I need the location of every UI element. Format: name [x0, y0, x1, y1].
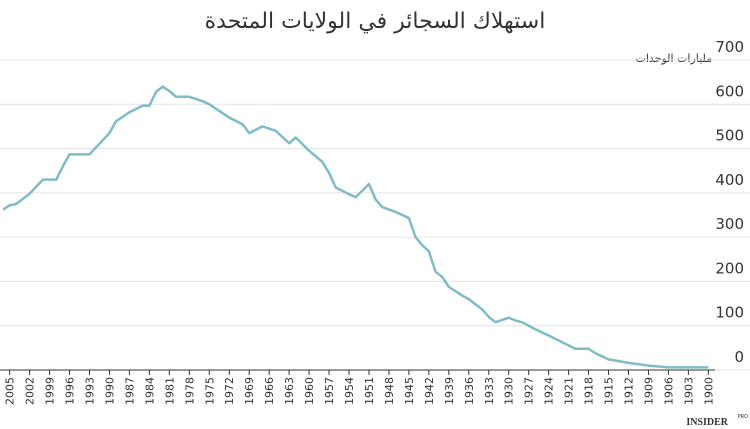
x-tick-label: 1945 — [403, 377, 416, 405]
y-tick-label: 700 — [715, 38, 744, 56]
x-tick-label: 1963 — [283, 377, 296, 405]
x-tick-label: 1978 — [183, 377, 196, 405]
x-tick-label: 1975 — [203, 377, 216, 405]
y-tick-label: 200 — [715, 259, 744, 277]
x-tick-label: 1942 — [423, 377, 436, 405]
y-tick-label: 500 — [715, 127, 744, 145]
x-tick-label: 1903 — [682, 377, 695, 405]
x-tick-label: 1957 — [323, 377, 336, 405]
x-tick-label: 1969 — [243, 377, 256, 405]
x-tick-label: 1939 — [443, 377, 456, 405]
x-tick-label: 1924 — [543, 377, 556, 405]
y-tick-label: 0 — [734, 348, 744, 366]
x-tick-label: 1948 — [383, 377, 396, 405]
brand-sub: PRO — [738, 414, 748, 420]
x-tick-label: 1996 — [64, 377, 77, 405]
x-tick-label: 1915 — [603, 377, 616, 405]
x-tick-label: 1927 — [523, 377, 536, 405]
x-tick-label: 1951 — [363, 377, 376, 405]
x-tick-label: 1993 — [84, 377, 97, 405]
x-tick-label: 1918 — [583, 377, 596, 405]
x-tick-label: 1906 — [662, 377, 675, 405]
x-tick-label: 1999 — [44, 377, 57, 405]
x-tick-label: 2002 — [24, 377, 37, 405]
y-axis-label: مليارات الوحدات — [635, 52, 712, 65]
y-tick-label: 600 — [715, 82, 744, 100]
x-tick-label: 1933 — [483, 377, 496, 405]
x-tick-label: 1972 — [223, 377, 236, 405]
x-tick-label: 1954 — [343, 377, 356, 405]
y-tick-label: 300 — [715, 215, 744, 233]
x-tick-label: 1936 — [463, 377, 476, 405]
x-tick-label: 1900 — [702, 377, 715, 405]
x-tick-label: 1912 — [622, 377, 635, 405]
x-tick-label: 1990 — [103, 377, 116, 405]
x-tick-label: 1984 — [143, 377, 156, 405]
brand: INSIDER — [686, 417, 728, 428]
line-series — [2, 85, 709, 369]
x-tick-label: 1981 — [163, 377, 176, 405]
x-tick-label: 1987 — [123, 377, 136, 405]
y-tick-label: 100 — [715, 304, 744, 322]
x-tick-label: 1909 — [642, 377, 655, 405]
x-tick-label: 1966 — [263, 377, 276, 405]
chart-title: استهلاك السجائر في الولايات المتحدة — [205, 9, 546, 34]
x-tick-label: 2005 — [4, 377, 17, 405]
y-tick-label: 400 — [715, 171, 744, 189]
x-tick-label: 1960 — [303, 377, 316, 405]
x-tick-label: 1921 — [563, 377, 576, 405]
x-tick-label: 1930 — [503, 377, 516, 405]
